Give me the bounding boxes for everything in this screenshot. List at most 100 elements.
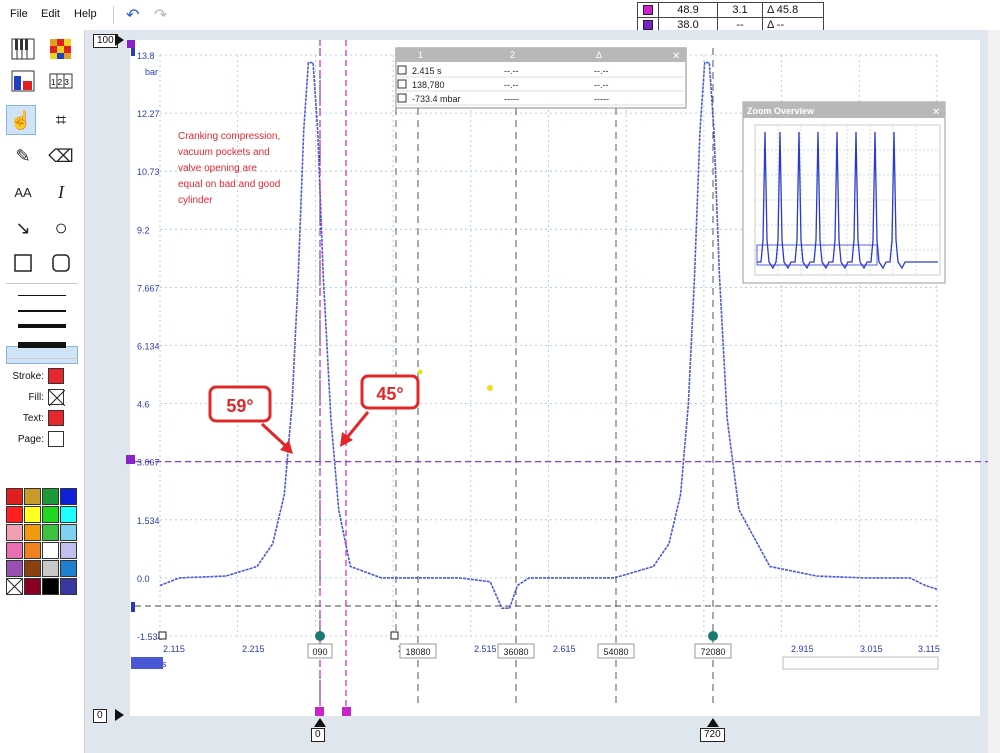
fill-label: Fill: bbox=[28, 392, 44, 403]
text-color-box[interactable] bbox=[48, 410, 64, 426]
undo-icon[interactable]: ↶ bbox=[126, 7, 140, 24]
heatmap-icon[interactable] bbox=[46, 34, 76, 64]
annotation-line: vacuum pockets and bbox=[178, 147, 270, 158]
palette-swatch[interactable] bbox=[6, 524, 23, 541]
palette-swatch[interactable] bbox=[6, 488, 23, 505]
measure-delta: Δ -- bbox=[762, 17, 824, 33]
cursor-color-swatch bbox=[643, 20, 653, 31]
line-width-medium[interactable] bbox=[18, 310, 66, 312]
measurement-table: 48.9 3.1 Δ 45.8 38.0 -- Δ -- bbox=[637, 2, 824, 33]
menu-file[interactable]: File bbox=[10, 8, 28, 20]
palette-swatch[interactable] bbox=[60, 506, 77, 523]
callout-45-arrowhead bbox=[340, 432, 353, 447]
top-channel-label[interactable]: 100 bbox=[93, 34, 118, 48]
eraser-icon[interactable]: ⌫ bbox=[48, 145, 74, 166]
palette-swatch[interactable] bbox=[42, 488, 59, 505]
menu-separator bbox=[113, 6, 114, 24]
palette-swatch[interactable] bbox=[42, 506, 59, 523]
legend-value-1: -733.4 mbar bbox=[412, 94, 461, 104]
palette-swatch[interactable] bbox=[60, 560, 77, 577]
line-width-heavy[interactable] bbox=[18, 342, 66, 348]
circle-icon[interactable]: ○ bbox=[54, 215, 68, 240]
rounded-rectangle-icon[interactable] bbox=[46, 248, 76, 278]
palette-swatch[interactable] bbox=[24, 506, 41, 523]
rectangle-icon[interactable] bbox=[8, 248, 38, 278]
legend-value-2: --.-- bbox=[504, 66, 519, 76]
palette-swatch[interactable] bbox=[24, 560, 41, 577]
palette-swatch[interactable] bbox=[42, 524, 59, 541]
italic-text-icon[interactable]: I bbox=[58, 181, 64, 202]
pen-icon[interactable]: ✎ bbox=[15, 145, 31, 166]
no-fill-icon bbox=[48, 389, 66, 407]
y-tick-label: 10.73 bbox=[137, 167, 160, 177]
x-tick-label: 3.115 bbox=[918, 644, 940, 654]
crop-icon[interactable]: ⌗ bbox=[55, 109, 67, 130]
palette-swatch[interactable] bbox=[60, 488, 77, 505]
svg-text:1 2 3: 1 2 3 bbox=[51, 78, 69, 87]
stroke-label: Stroke: bbox=[12, 371, 44, 382]
palette-swatch[interactable] bbox=[6, 578, 23, 595]
cursor-dot-1 bbox=[315, 631, 325, 641]
right-cursor-label[interactable]: 720 bbox=[700, 728, 725, 742]
legend-row-swatch bbox=[397, 65, 407, 75]
palette-swatch[interactable] bbox=[24, 488, 41, 505]
y-tick-label: 4.6 bbox=[137, 400, 150, 410]
zoom-overview-title: Zoom Overview bbox=[747, 106, 815, 116]
table-icon[interactable]: 1 2 3 bbox=[46, 66, 76, 96]
bottom-channel-label[interactable]: 0 bbox=[93, 709, 107, 723]
redo-icon[interactable]: ↷ bbox=[154, 7, 168, 24]
degree-marker-labels: 090 18080 36080 54080 72080 bbox=[307, 643, 732, 659]
y-tick-label: 6.134 bbox=[137, 342, 160, 352]
zoom-window bbox=[756, 244, 878, 266]
page-color-box[interactable] bbox=[48, 431, 64, 447]
degree-marker-box bbox=[307, 643, 333, 659]
y-tick-label: 1.534 bbox=[137, 516, 160, 526]
palette-swatch[interactable] bbox=[24, 578, 41, 595]
palette-swatch[interactable] bbox=[24, 524, 41, 541]
palette-swatch[interactable] bbox=[6, 506, 23, 523]
degree-marker-label: 54080 bbox=[603, 647, 628, 657]
left-cursor-arrow[interactable] bbox=[314, 718, 326, 727]
stroke-color-box[interactable] bbox=[48, 368, 64, 384]
bar-chart-icon[interactable] bbox=[8, 66, 38, 96]
degree-marker-box bbox=[399, 643, 437, 659]
right-cursor-arrow[interactable] bbox=[707, 718, 719, 727]
menu-edit[interactable]: Edit bbox=[41, 8, 60, 20]
top-channel-arrow[interactable] bbox=[115, 34, 124, 46]
marker-dot bbox=[417, 369, 423, 375]
bottom-channel-arrow[interactable] bbox=[115, 709, 124, 721]
palette-swatch[interactable] bbox=[24, 542, 41, 559]
palette-swatch[interactable] bbox=[60, 578, 77, 595]
menu-help[interactable]: Help bbox=[74, 8, 97, 20]
vertical-scrollbar[interactable] bbox=[988, 30, 1000, 753]
callout-45-box bbox=[360, 374, 420, 410]
degree-marker-label: 36080 bbox=[503, 647, 528, 657]
hand-pointer-icon[interactable]: ☝ bbox=[6, 105, 36, 135]
degree-marker-label: 090 bbox=[312, 647, 327, 657]
degree-marker-box bbox=[597, 643, 635, 659]
palette-swatch[interactable] bbox=[6, 560, 23, 577]
y-offset-marker bbox=[131, 602, 135, 612]
line-width-thick[interactable] bbox=[18, 324, 66, 328]
font-size-icon[interactable]: AA bbox=[14, 184, 32, 200]
palette-swatch[interactable] bbox=[42, 560, 59, 577]
y-tick-label: 7.667 bbox=[137, 283, 160, 293]
palette-swatch[interactable] bbox=[6, 542, 23, 559]
palette-swatch[interactable] bbox=[60, 542, 77, 559]
palette-swatch[interactable] bbox=[42, 578, 59, 595]
line-width-thin[interactable] bbox=[18, 295, 66, 296]
zoom-overview-close-icon[interactable]: ✕ bbox=[932, 107, 940, 118]
x-tick-label: 2.615 bbox=[553, 644, 576, 654]
palette-swatch[interactable] bbox=[42, 542, 59, 559]
fill-none-box[interactable] bbox=[48, 389, 66, 407]
piano-icon[interactable] bbox=[8, 34, 38, 64]
palette-swatch[interactable] bbox=[60, 524, 77, 541]
x-axis-unit: s bbox=[162, 659, 167, 669]
legend-value-3: --.-- bbox=[594, 80, 609, 90]
left-cursor-label[interactable]: 0 bbox=[311, 728, 325, 742]
y-axis-scale-marker bbox=[131, 46, 135, 56]
legend-value-1: 138,780 bbox=[412, 80, 445, 90]
arrow-icon[interactable]: ↘ bbox=[15, 217, 31, 238]
legend-close-icon[interactable]: ✕ bbox=[672, 51, 680, 62]
